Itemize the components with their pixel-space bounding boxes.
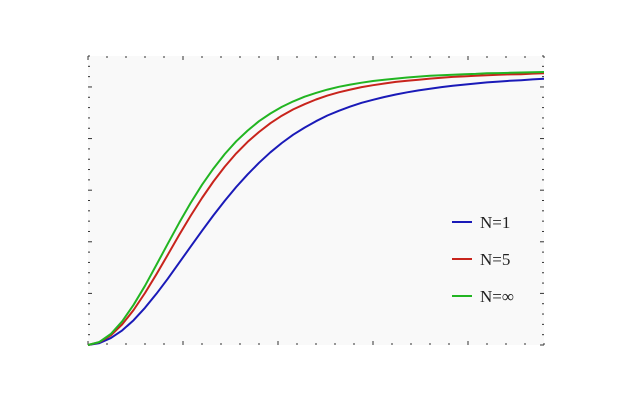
series-line-2	[87, 72, 545, 346]
legend-label: N=∞	[480, 287, 514, 306]
series-line-1	[87, 77, 545, 346]
axis-ticks	[87, 55, 545, 346]
series-lines	[87, 71, 545, 346]
series-line-3	[87, 71, 545, 346]
legend-label: N=5	[480, 250, 510, 269]
legend: N=1 N=5 N=∞	[452, 213, 514, 306]
legend-label: N=1	[480, 213, 510, 232]
